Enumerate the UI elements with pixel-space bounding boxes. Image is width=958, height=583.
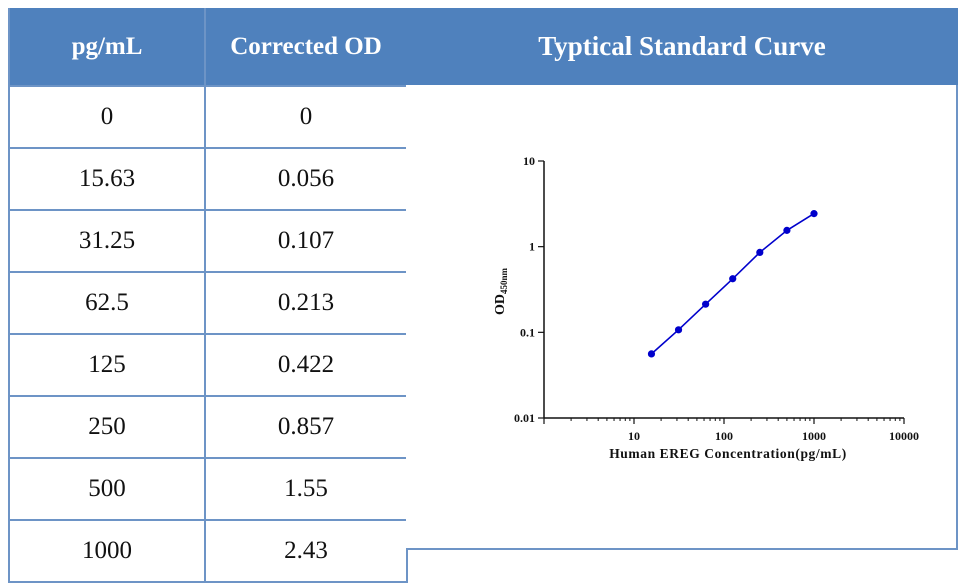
cell-concentration: 125 [8, 333, 206, 397]
cell-od: 1.55 [204, 457, 408, 521]
header-corrected-od: Corrected OD [204, 8, 408, 86]
chart-panel: 10 100 1000 10000 0.01 0.1 1 10 Human EREG Conce… [406, 85, 958, 550]
cell-concentration: 250 [8, 395, 206, 459]
data-point [647, 350, 656, 358]
table-row: 62.5 0.213 [8, 271, 408, 335]
standard-curve-chart: 10 100 1000 10000 0.01 0.1 1 10 Human EREG Conce… [493, 154, 919, 461]
y-axis-title: OD450nm [493, 268, 509, 316]
table-row: 0 0 [8, 85, 408, 149]
x-tick-label: 10000 [889, 429, 919, 443]
cell-concentration: 62.5 [8, 271, 206, 335]
cell-concentration: 1000 [8, 519, 206, 583]
y-tick-label: 0.1 [520, 325, 535, 339]
x-tick-label: 1000 [802, 429, 826, 443]
table-row: 250 0.857 [8, 395, 408, 459]
cell-od: 0.422 [204, 333, 408, 397]
y-tick-label: 10 [523, 154, 535, 168]
series-line [650, 212, 815, 355]
data-point [756, 248, 764, 257]
data-point [702, 300, 710, 308]
standard-data-table: pg/mL Corrected OD 0 0 15.63 0.056 31.25… [8, 8, 408, 583]
data-point [729, 275, 737, 283]
cell-od: 0.056 [204, 147, 408, 211]
cell-concentration: 500 [8, 457, 206, 521]
cell-od: 2.43 [204, 519, 408, 583]
x-tick-label: 100 [715, 429, 733, 443]
data-point [810, 210, 818, 218]
cell-od: 0 [204, 85, 408, 149]
cell-od: 0.107 [204, 209, 408, 273]
cell-od: 0.857 [204, 395, 408, 459]
y-tick-label: 1 [529, 240, 535, 254]
table-header-row: pg/mL Corrected OD [8, 8, 408, 86]
data-point [674, 326, 683, 334]
x-axis-title: Human EREG Concentration(pg/mL) [609, 446, 847, 461]
table-row: 31.25 0.107 [8, 209, 408, 273]
table-row: 125 0.422 [8, 333, 408, 397]
cell-concentration: 15.63 [8, 147, 206, 211]
cell-od: 0.213 [204, 271, 408, 335]
table-row: 15.63 0.056 [8, 147, 408, 211]
x-tick-label: 10 [628, 429, 640, 443]
table-row: 1000 2.43 [8, 519, 408, 583]
y-tick-label: 0.01 [514, 411, 535, 425]
table-row: 500 1.55 [8, 457, 408, 521]
data-point [783, 226, 791, 234]
cell-concentration: 0 [8, 85, 206, 149]
header-concentration: pg/mL [8, 8, 206, 86]
chart-title: Typtical Standard Curve [406, 8, 958, 85]
cell-concentration: 31.25 [8, 209, 206, 273]
